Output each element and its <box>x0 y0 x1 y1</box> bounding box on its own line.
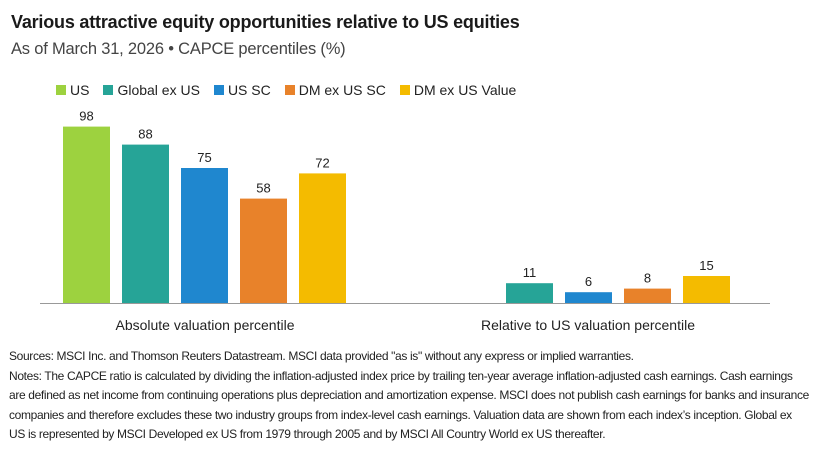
notes-text: Notes: The CAPCE ratio is calculated by … <box>9 368 809 442</box>
legend-item: Global ex US <box>103 82 200 98</box>
legend-item: DM ex US SC <box>284 82 386 98</box>
category-label: Relative to US valuation percentile <box>481 317 695 333</box>
legend-label: US SC <box>227 82 271 98</box>
data-label: 75 <box>197 150 211 165</box>
sources-note: Sources: MSCI Inc. and Thomson Reuters D… <box>9 349 634 363</box>
bar <box>63 126 110 303</box>
data-label: 72 <box>315 155 329 170</box>
data-label: 98 <box>79 109 93 124</box>
bar <box>122 144 169 303</box>
legend-swatch <box>399 85 410 95</box>
category-label: Absolute valuation percentile <box>115 317 294 333</box>
legend-swatch <box>213 85 224 95</box>
bar <box>506 283 553 303</box>
bar <box>181 168 228 303</box>
chart-title: Various attractive equity opportunities … <box>11 12 520 32</box>
bar <box>240 198 287 303</box>
legend-swatch <box>103 85 114 95</box>
legend-label: Global ex US <box>117 82 200 98</box>
bar-chart: 98 88 75 58 72 Absolute valuation percentile 1… <box>40 109 770 333</box>
legend-label: DM ex US SC <box>298 82 386 98</box>
data-label: 11 <box>523 265 537 280</box>
legend-item: DM ex US Value <box>399 82 517 98</box>
bar <box>624 288 671 303</box>
legend-label: US <box>70 82 90 98</box>
legend-label: DM ex US Value <box>413 82 517 98</box>
data-label: 15 <box>699 258 713 273</box>
data-label: 88 <box>138 127 152 142</box>
legend-swatch <box>56 85 66 95</box>
legend-item: US <box>56 82 89 98</box>
legend-swatch <box>284 85 295 95</box>
data-label: 58 <box>256 181 270 196</box>
data-label: 8 <box>644 271 651 286</box>
legend: US Global ex US US SC DM ex US SC DM ex US V… <box>56 82 516 98</box>
chart-subtitle: As of March 31, 2026 • CAPCE percentiles… <box>11 40 346 58</box>
bar <box>683 276 730 303</box>
data-label: 6 <box>585 274 592 289</box>
bar <box>565 292 612 303</box>
legend-item: US SC <box>213 82 271 98</box>
footnotes: Sources: MSCI Inc. and Thomson Reuters D… <box>9 347 809 445</box>
bar <box>299 173 346 303</box>
